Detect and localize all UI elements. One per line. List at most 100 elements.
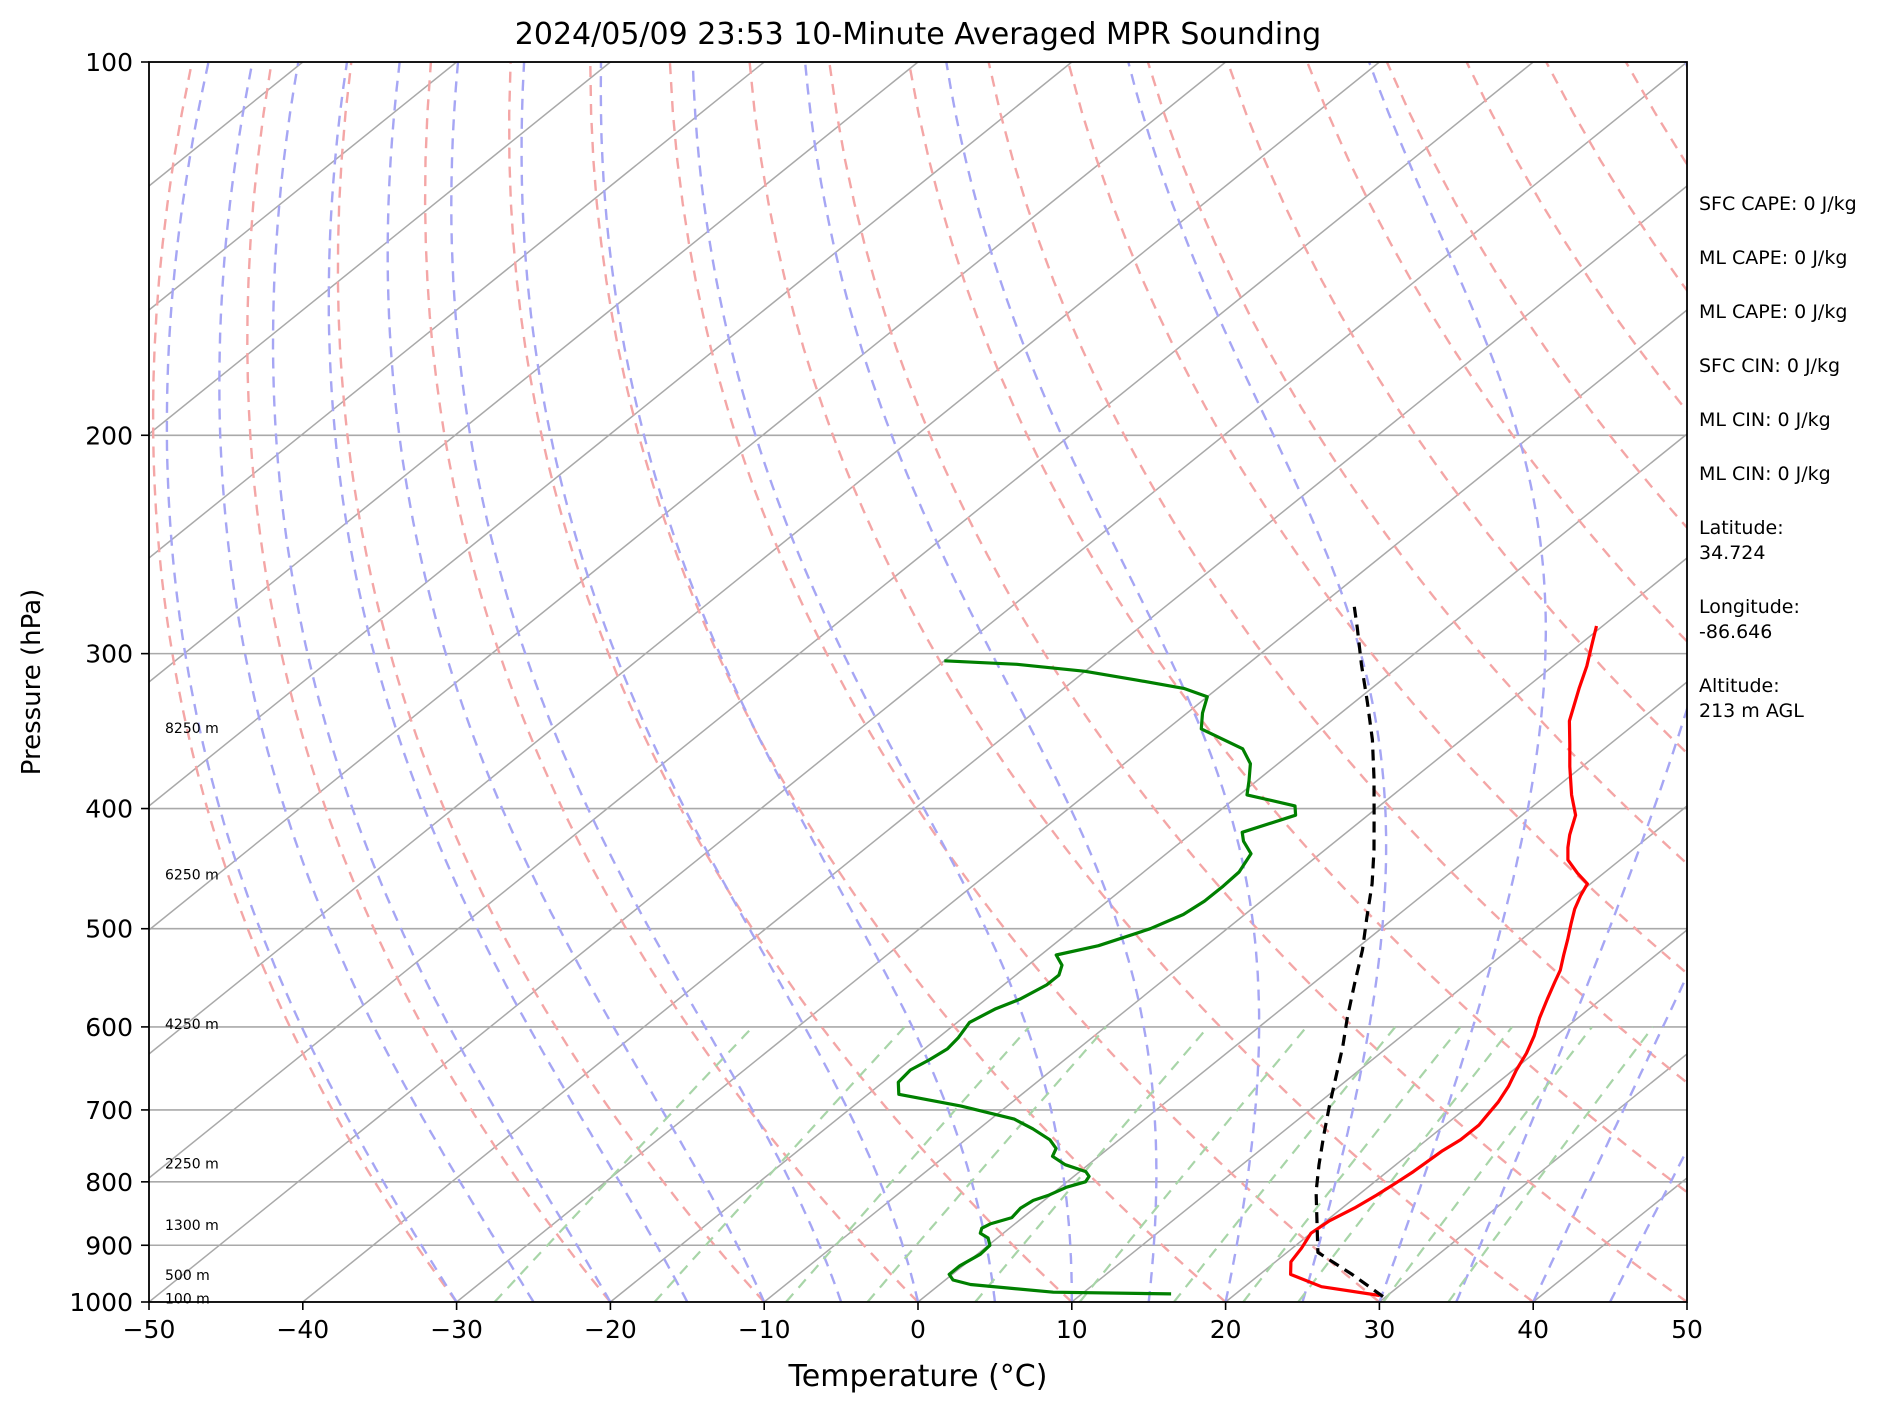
isotherm-line — [456, 309, 1687, 1302]
y-tick-label: 900 — [85, 1231, 133, 1260]
moist-adiabat — [1532, 973, 1687, 1302]
y-tick-label: 800 — [85, 1168, 133, 1197]
x-tick-label: 0 — [910, 1315, 926, 1344]
mixing-ratio-line — [974, 1026, 1209, 1302]
moist-adiabat — [165, 62, 458, 1302]
x-tick-label: −50 — [123, 1315, 176, 1344]
isotherm-line — [149, 62, 1073, 807]
isotherm-line — [1225, 929, 1687, 1302]
mixing-ratio-line — [1447, 1026, 1654, 1302]
y-axis-label: Pressure (hPa) — [17, 589, 47, 776]
stat-line: SFC CIN: 0 J/kg — [1699, 355, 1840, 377]
isotherm-line — [149, 62, 1534, 1179]
stat-line: ML CAPE: 0 J/kg — [1699, 247, 1847, 269]
moist-adiabat — [327, 62, 689, 1302]
stat-line: ML CIN: 0 J/kg — [1699, 409, 1831, 431]
y-tick-label: 300 — [85, 640, 133, 669]
height-label: 500 m — [165, 1268, 210, 1284]
stat-line: ML CIN: 0 J/kg — [1699, 463, 1831, 485]
mixing-ratio-line — [785, 1026, 1031, 1302]
y-tick-label: 500 — [85, 915, 133, 944]
dry-adiabat — [246, 62, 612, 1302]
isotherm-line — [149, 62, 1227, 931]
dry-adiabat — [828, 62, 1687, 1302]
moist-adiabat — [691, 62, 1073, 1302]
y-axis-ticks: 1000 900 800 700 600 500 400 300 200 100 — [69, 48, 149, 1317]
dry-adiabat — [423, 62, 919, 1302]
isotherm-line — [149, 62, 611, 435]
moist-adiabat — [450, 62, 843, 1302]
moist-adiabat — [520, 62, 920, 1302]
height-label: 100 m — [165, 1291, 210, 1307]
chart-title: 2024/05/09 23:53 10-Minute Averaged MPR … — [515, 17, 1321, 52]
height-labels: 8250 m 6250 m 4250 m 2250 m 1300 m 500 m 100 m — [165, 721, 219, 1307]
x-tick-label: −40 — [276, 1315, 329, 1344]
dry-adiabat — [336, 62, 766, 1302]
mixing-ratio-line — [1297, 1026, 1513, 1302]
stat-line: -86.646 — [1699, 621, 1772, 643]
x-tick-label: 40 — [1517, 1315, 1549, 1344]
dry-adiabat — [907, 62, 1687, 1194]
height-label: 1300 m — [165, 1218, 219, 1234]
height-label: 6250 m — [165, 868, 219, 884]
isotherm-line — [609, 433, 1687, 1302]
moist-adiabat — [218, 62, 535, 1302]
dry-adiabat — [1306, 62, 1687, 644]
dry-adiabat — [1226, 62, 1687, 755]
y-tick-label: 700 — [85, 1096, 133, 1125]
isotherm-line — [149, 62, 458, 311]
height-label: 2250 m — [165, 1157, 219, 1173]
moist-adiabat — [386, 62, 766, 1302]
stat-line: Altitude: — [1699, 675, 1780, 697]
x-tick-label: 30 — [1363, 1315, 1395, 1344]
isotherm-line — [149, 62, 765, 559]
temperature-profile — [1289, 625, 1599, 1298]
mixing-ratio-line — [1173, 1026, 1397, 1302]
moist-adiabat — [271, 62, 612, 1302]
x-axis-label: Temperature (°C) — [788, 1359, 1048, 1394]
isotherm-line — [1378, 1053, 1687, 1302]
isotherm-line — [149, 62, 1687, 1302]
dry-adiabat — [987, 62, 1687, 1085]
y-tick-label: 600 — [85, 1013, 133, 1042]
parcel-profile — [1314, 606, 1384, 1298]
y-tick-label: 100 — [85, 48, 133, 77]
stat-line: 213 m AGL — [1699, 700, 1804, 722]
x-tick-label: 50 — [1671, 1315, 1703, 1344]
stat-line: SFC CAPE: 0 J/kg — [1699, 193, 1857, 215]
height-label: 4250 m — [165, 1017, 219, 1033]
x-tick-label: 10 — [1056, 1315, 1088, 1344]
sounding-stats-panel: SFC CAPE: 0 J/kg ML CAPE: 0 J/kg ML CAPE: … — [1699, 193, 1857, 722]
isotherm-line — [149, 62, 1380, 1055]
mixing-ratio-line — [1382, 1026, 1593, 1302]
mixing-ratio-line — [653, 1026, 906, 1302]
moist-adiabat — [803, 62, 1158, 1302]
y-tick-label: 400 — [85, 795, 133, 824]
isotherm-line — [302, 185, 1687, 1302]
mixing-ratio-line — [1078, 1026, 1308, 1302]
sounding-series — [896, 606, 1599, 1298]
x-axis-ticks: −50 −40 −30 −20 −10 0 10 20 30 40 50 — [123, 1302, 1703, 1344]
dewpoint-profile — [896, 659, 1298, 1296]
dry-adiabat — [589, 62, 1227, 1302]
height-label: 8250 m — [165, 721, 219, 737]
isotherm-line — [149, 62, 919, 683]
isotherm-line — [763, 557, 1687, 1302]
stat-line: Longitude: — [1699, 596, 1800, 618]
stat-line: 34.724 — [1699, 542, 1765, 564]
stat-line: Latitude: — [1699, 517, 1784, 539]
moist-adiabat — [945, 62, 1261, 1302]
dry-adiabat — [668, 62, 1381, 1302]
stat-line: ML CAPE: 0 J/kg — [1699, 301, 1847, 323]
isotherm-line — [917, 681, 1687, 1302]
x-tick-label: 20 — [1210, 1315, 1242, 1344]
moist-adiabat — [1455, 62, 1687, 1302]
moist-adiabat — [1127, 62, 1388, 1302]
moist-adiabat — [1367, 62, 1547, 1302]
moist-adiabat — [1609, 1147, 1687, 1302]
dry-adiabat — [748, 62, 1534, 1302]
x-tick-label: −30 — [430, 1315, 483, 1344]
isotherm-line — [1071, 805, 1687, 1302]
